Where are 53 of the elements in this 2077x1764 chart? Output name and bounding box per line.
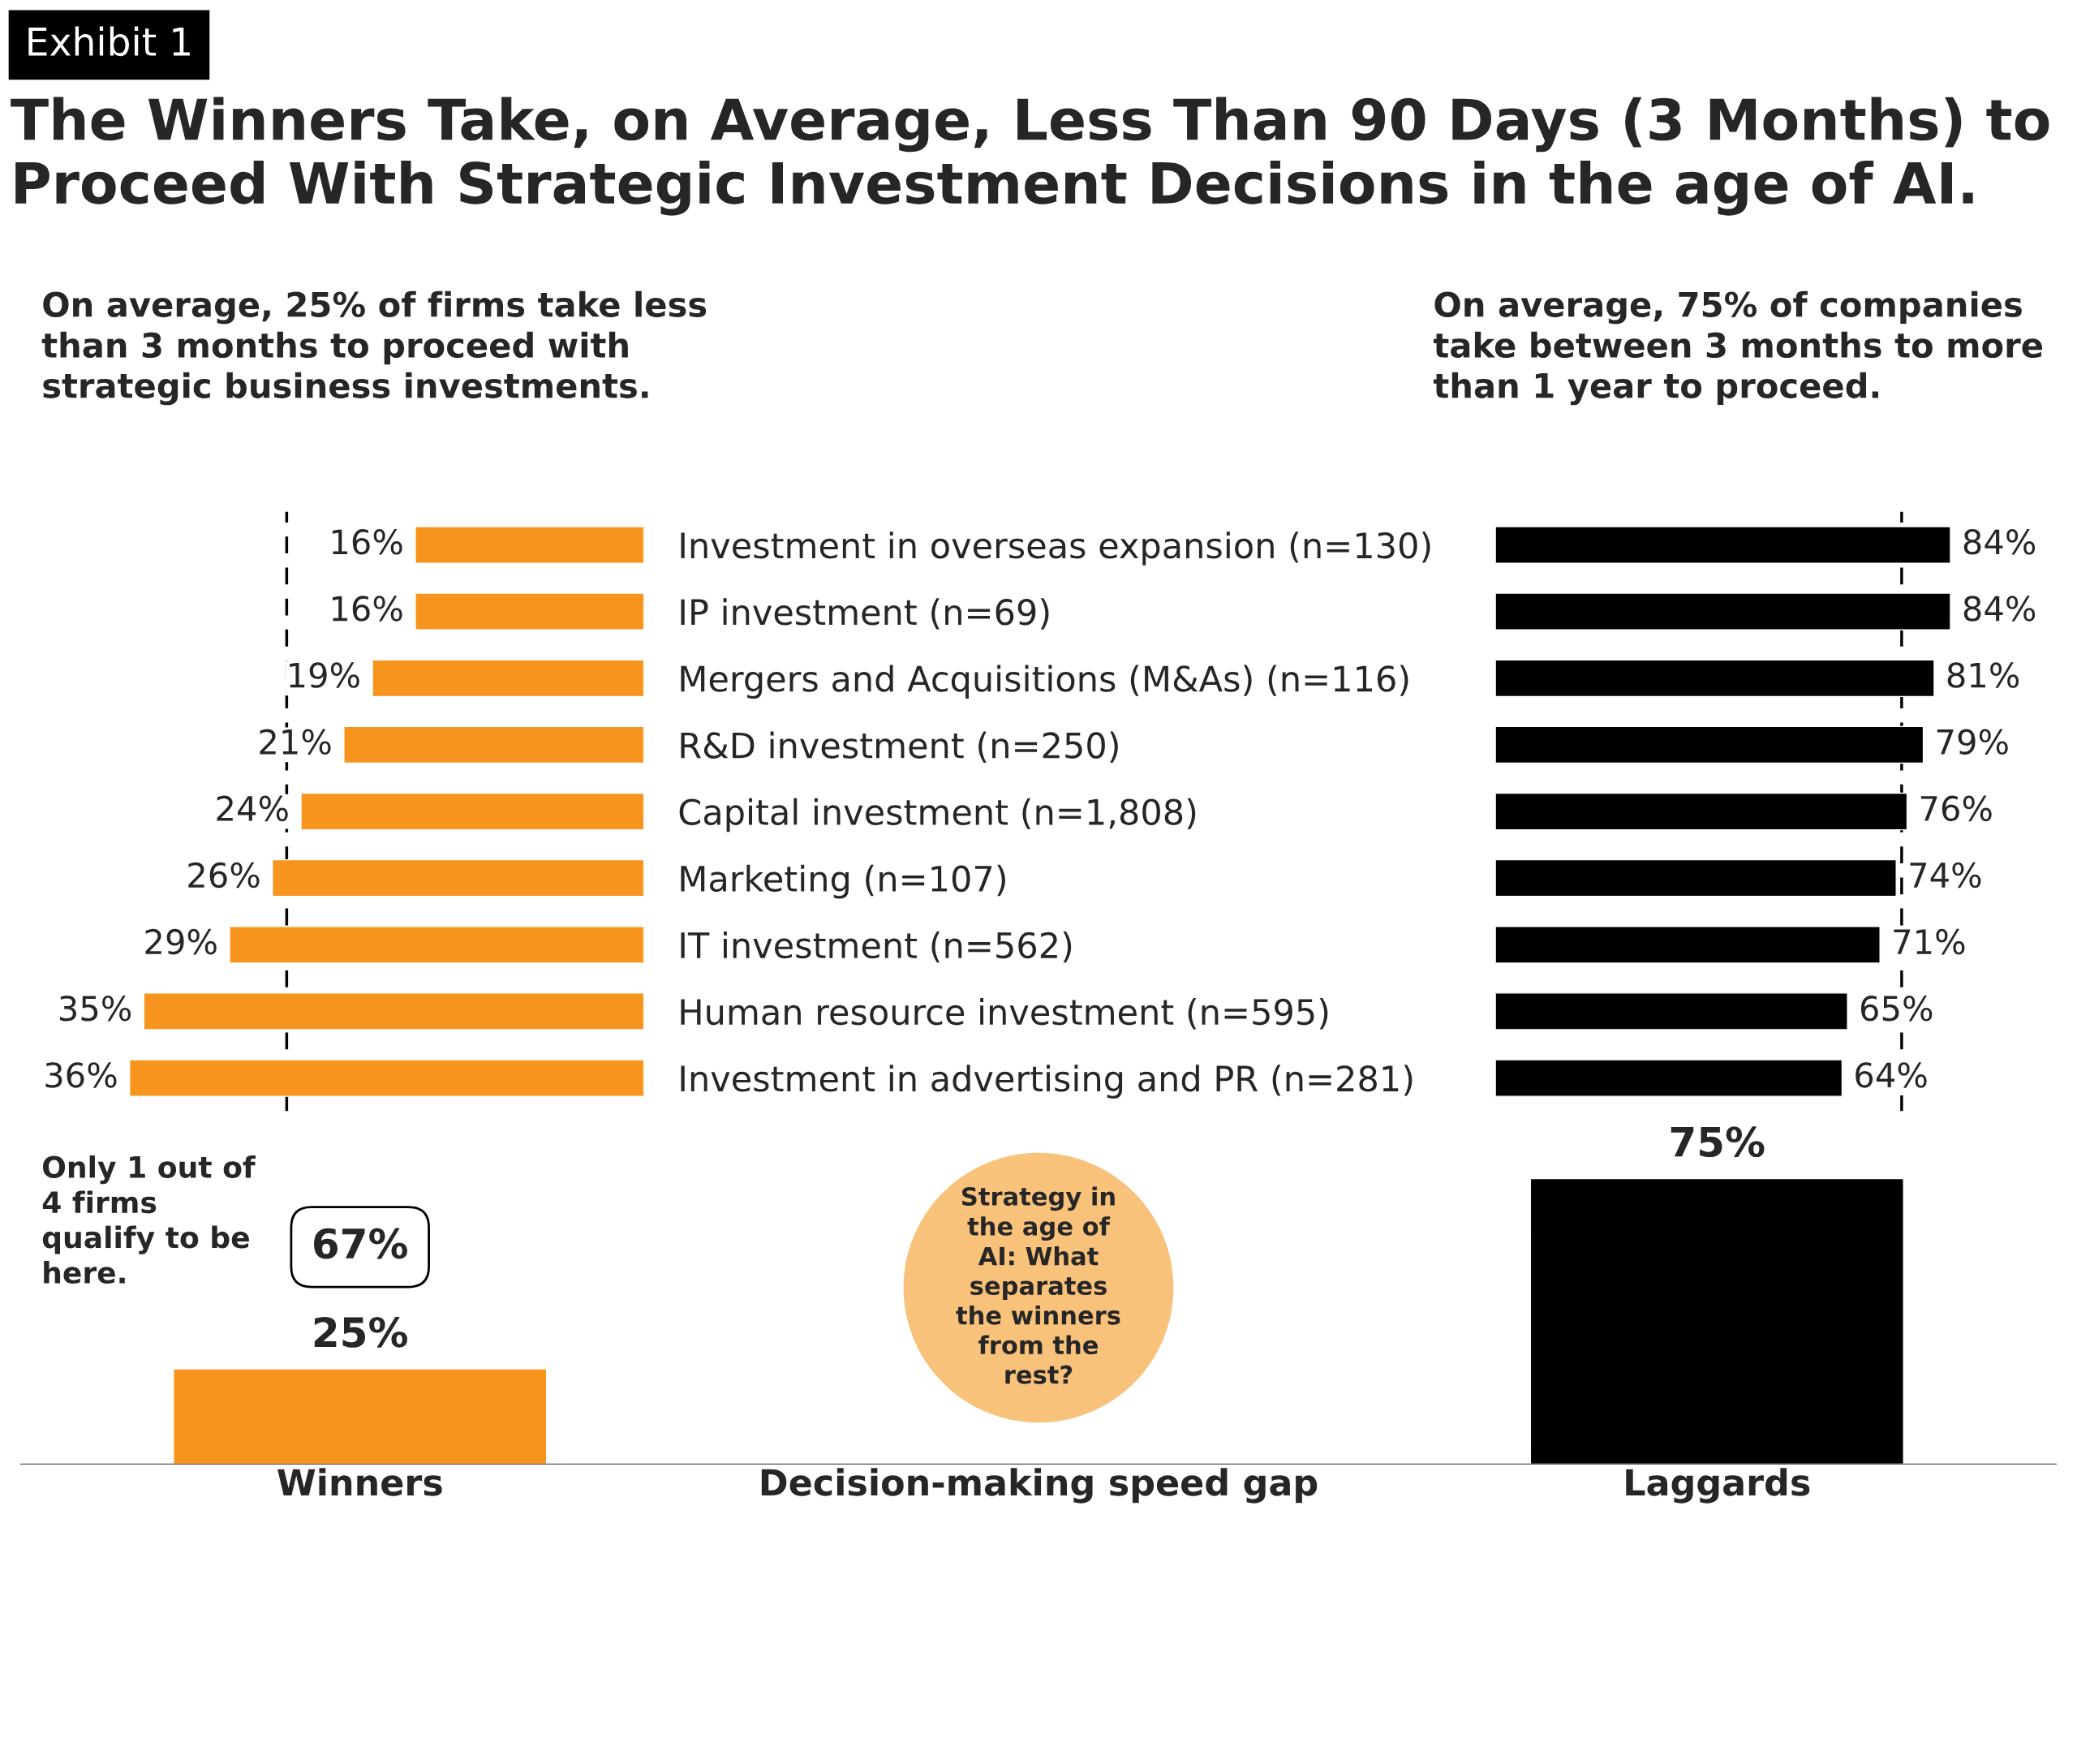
bar <box>1495 926 1881 964</box>
data-label: 84% <box>1963 596 2036 622</box>
bar <box>1495 858 1897 897</box>
x-tick-label: Laggards <box>1626 1468 1810 1504</box>
bar <box>372 659 644 698</box>
x-tick-label: Decision-making speed gap <box>761 1468 1318 1504</box>
y-tick-label: Investment in overseas expansion (n=130) <box>681 531 1430 566</box>
chart-subtitle: On average, 25% of firms take less than 3 months to proceed with strategic business investments. <box>41 290 707 406</box>
y-tick-label: IP investment (n=69) <box>681 598 1049 630</box>
bar <box>229 926 644 964</box>
chart-subtitle: On average, 75% of companies take between 3 months to more than 1 year to proceed. <box>1433 290 2042 406</box>
bar <box>1495 992 1848 1030</box>
y-tick-label: Investment in advertising and PR (n=281) <box>681 1065 1413 1099</box>
data-label: 35% <box>59 996 131 1022</box>
data-label: 16% <box>332 529 402 555</box>
bar <box>272 858 644 897</box>
y-tick-label: Mergers and Acquisitions (M&As) (n=116) <box>681 665 1408 699</box>
text: The Winners Take, on Average, Less Than 90 Days (3 Months) to Proceed With Strategic Investment Decisions in the age of AI. <box>11 97 2049 216</box>
data-label: 25% <box>314 1316 407 1348</box>
data-label: 84% <box>1963 529 2036 555</box>
data-label: 64% <box>1856 1062 1927 1088</box>
bar <box>1495 1059 1843 1097</box>
annotation: Only 1 out of 4 firms qualify to be here. <box>42 1155 256 1284</box>
data-label: 29% <box>145 928 217 955</box>
data-label: 21% <box>260 729 331 755</box>
bar <box>129 1059 644 1097</box>
data-label: 79% <box>1937 729 2008 755</box>
y-tick-label: Human resource investment (n=595) <box>681 998 1328 1030</box>
bar <box>143 992 644 1030</box>
y-tick-label: R&D investment (n=250) <box>681 731 1118 763</box>
data-label: 26% <box>188 862 260 888</box>
bar <box>1495 526 1951 564</box>
y-tick-label: IT investment (n=562) <box>681 931 1072 963</box>
data-label: 76% <box>1920 795 1992 822</box>
annotation: Strategy in the age of AI: What separates the winners from the rest? <box>956 1186 1120 1384</box>
y-tick-label: Marketing (n=107) <box>681 864 1005 899</box>
bar <box>300 792 644 831</box>
data-label: 65% <box>1860 996 1933 1022</box>
data-label: 16% <box>332 596 402 622</box>
text: Exhibit 1 <box>28 26 190 57</box>
data-label: 81% <box>1947 662 2019 688</box>
data-label: 24% <box>217 795 288 822</box>
data-label: 71% <box>1894 928 1965 955</box>
data-label: 19% <box>290 662 359 688</box>
data-label: 74% <box>1910 862 1981 888</box>
bar <box>343 725 644 764</box>
y-tick-label: Capital investment (n=1,808) <box>679 798 1196 833</box>
data-label: 36% <box>45 1062 117 1088</box>
x-tick-label: Winners <box>277 1468 442 1496</box>
data-label: 75% <box>1671 1126 1765 1158</box>
annotation: 67% <box>314 1228 407 1259</box>
bar <box>415 526 644 564</box>
bar <box>415 592 644 630</box>
